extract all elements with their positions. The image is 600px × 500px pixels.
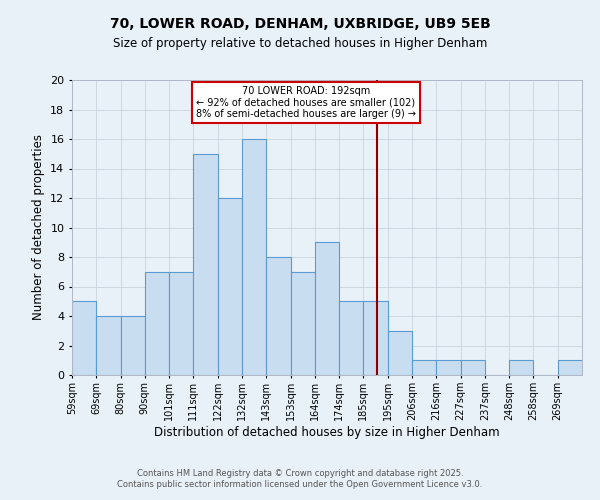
Bar <box>339 301 364 375</box>
Bar <box>436 360 461 375</box>
Bar <box>193 154 218 375</box>
Bar <box>509 360 533 375</box>
Bar <box>388 331 412 375</box>
Bar <box>169 272 193 375</box>
Bar <box>412 360 436 375</box>
Bar <box>121 316 145 375</box>
Text: Contains public sector information licensed under the Open Government Licence v3: Contains public sector information licen… <box>118 480 482 489</box>
Bar <box>145 272 169 375</box>
Bar <box>266 257 290 375</box>
Bar <box>315 242 339 375</box>
Text: 70, LOWER ROAD, DENHAM, UXBRIDGE, UB9 5EB: 70, LOWER ROAD, DENHAM, UXBRIDGE, UB9 5E… <box>110 18 490 32</box>
Y-axis label: Number of detached properties: Number of detached properties <box>32 134 44 320</box>
Bar <box>558 360 582 375</box>
Bar <box>242 139 266 375</box>
Bar <box>461 360 485 375</box>
Bar <box>72 301 96 375</box>
Text: 70 LOWER ROAD: 192sqm
← 92% of detached houses are smaller (102)
8% of semi-deta: 70 LOWER ROAD: 192sqm ← 92% of detached … <box>196 86 416 119</box>
Bar <box>218 198 242 375</box>
Text: Size of property relative to detached houses in Higher Denham: Size of property relative to detached ho… <box>113 38 487 51</box>
Text: Contains HM Land Registry data © Crown copyright and database right 2025.: Contains HM Land Registry data © Crown c… <box>137 468 463 477</box>
Bar <box>96 316 121 375</box>
Bar <box>290 272 315 375</box>
X-axis label: Distribution of detached houses by size in Higher Denham: Distribution of detached houses by size … <box>154 426 500 438</box>
Bar <box>364 301 388 375</box>
